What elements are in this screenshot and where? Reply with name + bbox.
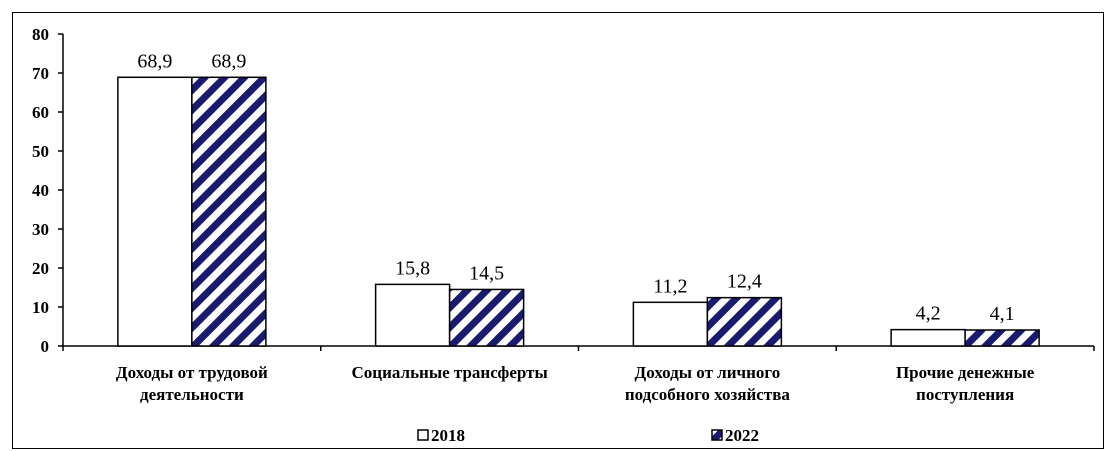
data-label: 4,1 [990,303,1015,325]
bar-2018-1 [117,76,193,347]
category-label: Социальные трансферты [352,363,548,382]
bar-2018-2 [374,283,451,347]
legend-swatch-2018 [417,429,429,441]
category-label: Прочие денежные [896,363,1035,382]
y-tick-label: 70 [32,64,49,83]
bar-2022-3 [706,296,783,347]
y-tick-label: 50 [32,142,49,161]
y-tick-label: 80 [32,25,49,44]
bar-2018-4 [890,328,966,347]
bar-2022-4 [964,329,1040,347]
y-tick-label: 20 [32,259,49,278]
bar-2022-2 [448,288,525,347]
y-tick-label: 60 [32,103,49,122]
data-label: 68,9 [211,50,246,72]
data-label: 68,9 [137,50,172,72]
category-label: деятельности [140,385,244,404]
y-tick-label: 10 [32,298,49,317]
bar-2022-1 [191,76,267,347]
bar-2018-3 [632,301,709,347]
data-label: 4,2 [916,303,941,325]
category-label: Доходы от личного [635,363,781,382]
data-label: 12,4 [727,271,762,293]
data-label: 11,2 [653,275,687,297]
data-label: 14,5 [469,262,504,284]
legend-swatch-2022 [711,429,723,441]
category-label: поступления [916,385,1014,404]
category-label: Доходы от трудовой [116,363,268,382]
legend-label: 2022 [725,426,759,445]
legend-label: 2018 [431,426,465,445]
y-tick-label: 0 [41,337,50,356]
y-tick-label: 30 [32,220,49,239]
data-label: 15,8 [395,257,430,279]
y-tick-label: 40 [32,181,49,200]
category-label: подсобного хозяйства [625,385,791,404]
